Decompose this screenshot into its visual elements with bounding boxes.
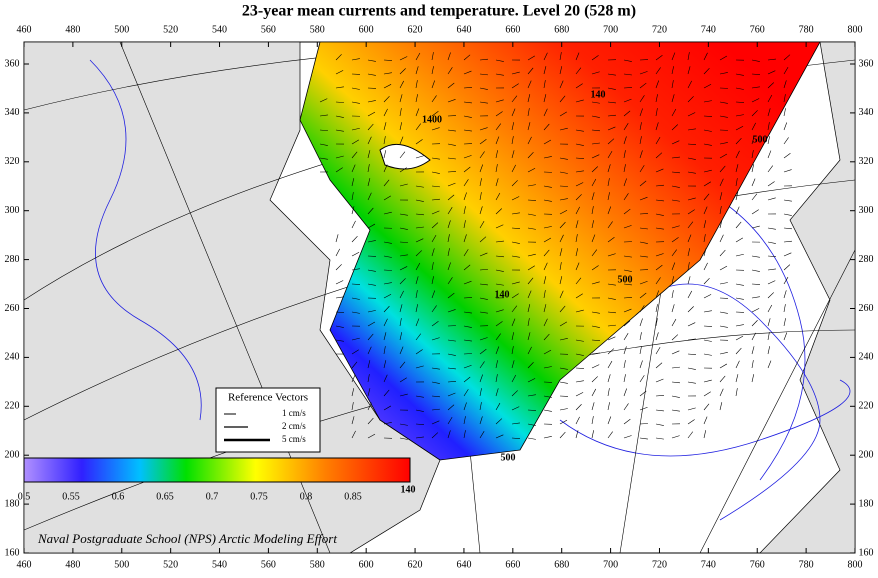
y-tick-label: 360 <box>5 58 20 69</box>
credit: Naval Postgraduate School (NPS) Arctic M… <box>37 531 337 546</box>
y-tick-label: 180 <box>859 498 874 509</box>
y-tick-label: 320 <box>859 156 874 167</box>
x-tick-label: 800 <box>848 559 863 570</box>
y-tick-label: 160 <box>5 547 20 558</box>
y-tick-label: 300 <box>5 205 20 216</box>
legend-item: 1 cm/s <box>282 408 306 418</box>
colorbar-tick-label: 0.6 <box>112 491 125 502</box>
y-tick-label: 240 <box>5 352 20 363</box>
x-tick-label: 500 <box>114 24 129 35</box>
x-tick-label: 500 <box>114 559 129 570</box>
x-tick-label: 560 <box>261 559 276 570</box>
x-tick-label: 780 <box>799 559 814 570</box>
x-tick-label: 580 <box>310 559 325 570</box>
y-tick-label: 280 <box>5 254 20 265</box>
x-tick-label: 620 <box>408 559 423 570</box>
y-tick-label: 260 <box>859 303 874 314</box>
x-tick-label: 720 <box>652 24 667 35</box>
colorbar-tick-label: 0.8 <box>300 491 313 502</box>
x-tick-label: 540 <box>212 559 227 570</box>
x-tick-label: 760 <box>750 24 765 35</box>
contour-label: 140 <box>495 289 510 300</box>
y-tick-label: 360 <box>859 58 874 69</box>
x-tick-label: 580 <box>310 24 325 35</box>
x-tick-label: 760 <box>750 559 765 570</box>
colorbar-tick-label: 0.85 <box>344 491 362 502</box>
x-tick-label: 780 <box>799 24 814 35</box>
x-tick-label: 800 <box>848 24 863 35</box>
x-tick-label: 640 <box>456 24 471 35</box>
x-tick-label: 460 <box>17 559 32 570</box>
y-tick-label: 160 <box>859 547 874 558</box>
x-tick-label: 480 <box>65 559 80 570</box>
colorbar-tick-label: 0.7 <box>206 491 219 502</box>
y-tick-label: 320 <box>5 156 20 167</box>
x-tick-label: 720 <box>652 559 667 570</box>
x-tick-label: 520 <box>163 24 178 35</box>
contour-label: 500 <box>753 134 768 145</box>
contour-label: 500 <box>501 452 516 463</box>
x-tick-label: 740 <box>701 24 716 35</box>
y-tick-label: 300 <box>859 205 874 216</box>
x-tick-label: 620 <box>408 24 423 35</box>
contour-label: 140 <box>401 484 416 495</box>
legend-item: 2 cm/s <box>282 421 306 431</box>
y-tick-label: 220 <box>5 401 20 412</box>
x-tick-label: 680 <box>554 24 569 35</box>
x-tick-label: 600 <box>359 24 374 35</box>
y-tick-label: 200 <box>5 449 20 460</box>
x-tick-label: 460 <box>17 24 32 35</box>
legend-title: Reference Vectors <box>228 392 308 404</box>
colorbar-tick-label: 0.75 <box>250 491 268 502</box>
y-tick-label: 200 <box>859 449 874 460</box>
x-tick-label: 480 <box>65 24 80 35</box>
x-tick-label: 740 <box>701 559 716 570</box>
x-tick-label: 520 <box>163 559 178 570</box>
colorbar <box>24 458 410 482</box>
y-tick-label: 260 <box>5 303 20 314</box>
x-tick-label: 660 <box>505 559 520 570</box>
x-tick-label: 660 <box>505 24 520 35</box>
y-tick-label: 280 <box>859 254 874 265</box>
colorbar-tick-label: 0.65 <box>156 491 174 502</box>
x-tick-label: 540 <box>212 24 227 35</box>
x-tick-label: 700 <box>603 559 618 570</box>
colorbar-tick-label: 0.5 <box>18 491 31 502</box>
title: 23-year mean currents and temperature. L… <box>242 3 636 20</box>
x-tick-label: 700 <box>603 24 618 35</box>
x-tick-label: 680 <box>554 559 569 570</box>
y-tick-label: 340 <box>5 107 20 118</box>
y-tick-label: 340 <box>859 107 874 118</box>
legend: Reference Vectors 1 cm/s 2 cm/s 5 cm/s <box>216 388 320 452</box>
x-tick-label: 640 <box>456 559 471 570</box>
legend-item: 5 cm/s <box>282 434 306 444</box>
contour-label: 1400 <box>422 114 442 125</box>
contour-label: 500 <box>618 274 633 285</box>
y-tick-label: 240 <box>859 352 874 363</box>
contour-label: 140 <box>591 89 606 100</box>
y-tick-label: 220 <box>859 401 874 412</box>
x-tick-label: 560 <box>261 24 276 35</box>
colorbar-tick-label: 0.55 <box>62 491 80 502</box>
x-tick-label: 600 <box>359 559 374 570</box>
